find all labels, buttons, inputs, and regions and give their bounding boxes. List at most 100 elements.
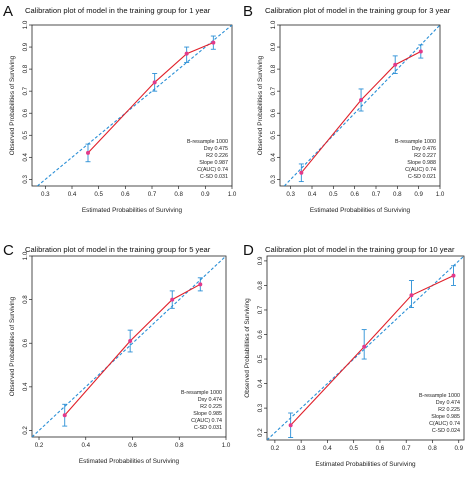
x-tick-label: 0.8 [174,191,183,198]
panel-letter: C [3,242,14,259]
chart-title: Calibration plot of model in the trainin… [25,6,211,15]
data-point [409,293,414,298]
x-tick-label: 0.5 [94,191,103,198]
y-tick-label: 0.3 [22,175,29,184]
y-tick-label: 0.7 [257,305,264,314]
y-tick-label: 0.8 [22,64,29,73]
x-axis-label: Estimated Probabilities of Surviving [79,458,180,465]
data-point [451,273,456,278]
x-tick-label: 0.2 [271,445,280,452]
y-tick-label: 1.0 [22,20,29,29]
stats-line: Slope 0.987 [199,160,228,166]
data-point [86,150,90,155]
plot-frame [266,255,465,441]
y-tick-label: 0.7 [270,86,277,95]
y-tick-label: 0.9 [270,42,277,51]
y-tick-label: 0.4 [270,152,277,161]
y-tick-label: 0.6 [22,108,29,117]
stats-line: Dxy 0.474 [198,397,222,403]
x-tick-label: 0.3 [286,191,295,198]
y-tick-label: 0.4 [22,152,29,161]
model-calibration-line [64,283,201,416]
x-tick-label: 0.4 [308,191,317,198]
x-tick-label: 0.7 [148,191,157,198]
ideal-reference-line [32,256,226,437]
data-point [211,40,216,45]
stats-line: R2 0.226 [206,153,228,159]
x-tick-label: 0.7 [402,445,411,452]
x-tick-label: 0.6 [350,191,359,198]
panel-letter: B [243,3,253,20]
panel-c: C Calibration plot of model in the traini… [3,242,231,465]
y-tick-label: 0.9 [22,42,29,51]
data-point [128,339,133,344]
x-tick-label: 0.9 [201,191,210,198]
x-tick-label: 1.0 [228,191,237,198]
data-point [393,62,398,67]
plot-frame [31,255,227,438]
stats-line: C(AUC) 0.74 [405,167,436,173]
y-tick-label: 1.0 [270,20,277,29]
x-tick-label: 0.6 [376,445,385,452]
x-tick-label: 1.0 [222,442,231,449]
x-tick-label: 0.4 [81,442,90,449]
ideal-reference-line [36,25,232,186]
x-tick-label: 0.8 [393,191,402,198]
y-tick-label: 0.9 [257,256,264,265]
stats-line: Dxy 0.475 [204,146,228,152]
data-point [170,297,175,302]
data-point [418,49,423,54]
data-point [362,344,367,349]
data-point [359,97,364,102]
data-point [62,413,67,418]
panel-d: D Calibration plot of model in the traini… [243,242,465,468]
x-tick-label: 0.8 [175,442,184,449]
x-axis-label: Estimated Probabilities of Surviving [310,207,411,214]
chart-title: Calibration plot of model in the trainin… [25,245,211,254]
data-point [198,282,203,287]
x-tick-label: 0.5 [349,445,358,452]
y-tick-label: 0.3 [270,175,277,184]
x-tick-label: 0.9 [454,445,463,452]
y-tick-label: 0.6 [22,338,29,347]
chart-title: Calibration plot of model in the trainin… [265,6,451,15]
y-tick-label: 0.2 [22,426,29,435]
stats-line: B-resample 1000 [181,390,222,396]
y-axis-label: Observed Probabilities of Surviving [9,296,16,396]
plot-area [36,25,232,186]
data-point [152,80,157,85]
stats-line: Slope 0.985 [431,414,460,420]
y-axis-label: Observed Probabilities of Surviving [9,55,16,155]
y-tick-label: 0.6 [257,330,264,339]
y-tick-label: 1.0 [22,251,29,260]
stats-line: Dxy 0.476 [412,146,436,152]
plot-area [32,256,226,437]
x-axis-label: Estimated Probabilities of Surviving [82,207,183,214]
data-point [288,423,293,428]
data-point [184,51,189,56]
panel-b: B Calibration plot of model in the traini… [243,3,451,214]
stats-line: R2 0.225 [200,404,222,410]
y-tick-label: 0.8 [257,281,264,290]
x-tick-label: 0.9 [414,191,423,198]
plot-area [283,25,440,186]
model-calibration-line [87,42,214,154]
plot-frame [279,24,441,187]
stats-line: Slope 0.985 [193,411,222,417]
stats-line: R2 0.227 [414,153,436,159]
x-tick-label: 1.0 [436,191,445,198]
y-axis-label: Observed Probabilities of Surviving [257,55,264,155]
x-tick-label: 0.4 [68,191,77,198]
panel-letter: A [3,3,13,20]
y-tick-label: 0.8 [270,64,277,73]
ideal-reference-line [283,25,440,186]
stats-line: C-SD 0.024 [432,428,460,434]
stats-line: C-SD 0.031 [200,174,228,180]
x-tick-label: 0.6 [121,191,130,198]
y-tick-label: 0.5 [270,130,277,139]
stats-line: C-SD 0.021 [408,174,436,180]
plot-frame [31,24,233,187]
panel-a: A Calibration plot of model in the traini… [3,3,237,214]
panel-letter: D [243,242,254,259]
